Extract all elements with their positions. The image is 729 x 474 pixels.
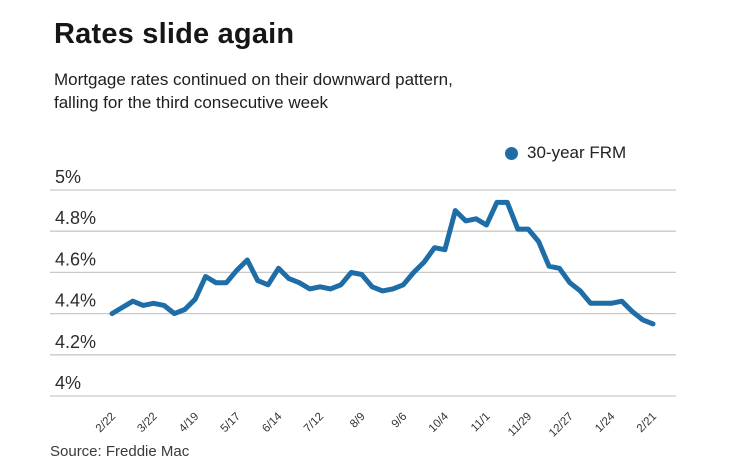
- chart-subtitle: Mortgage rates continued on their downwa…: [54, 68, 453, 114]
- x-tick-label: 8/9: [348, 411, 368, 431]
- x-tick-label: 12/27: [547, 411, 576, 440]
- legend-label: 30-year FRM: [527, 143, 627, 162]
- x-tick-label: 11/1: [469, 411, 493, 435]
- y-tick-label: 4.8%: [55, 208, 96, 228]
- y-tick-label: 4.2%: [55, 332, 96, 352]
- legend: 30-year FRM: [505, 143, 626, 163]
- source-attribution: Source: Freddie Mac: [50, 443, 190, 460]
- x-tick-label: 6/14: [260, 410, 285, 435]
- y-tick-label: 4.6%: [55, 249, 96, 269]
- x-tick-label: 10/4: [427, 410, 452, 435]
- x-tick-label: 1/24: [593, 410, 618, 435]
- series-dot-icon: [505, 146, 518, 160]
- x-tick-label: 7/12: [302, 411, 326, 435]
- x-tick-label: 3/22: [135, 411, 159, 435]
- x-tick-label: 11/29: [506, 411, 534, 439]
- y-tick-label: 5%: [55, 167, 81, 187]
- y-tick-label: 4.4%: [55, 291, 96, 311]
- x-tick-label: 5/17: [219, 411, 243, 435]
- x-tick-label: 9/6: [390, 411, 410, 431]
- x-tick-label: 4/19: [177, 411, 201, 435]
- x-tick-label: 2/22: [94, 411, 118, 435]
- y-tick-label: 4%: [55, 373, 81, 393]
- page-title: Rates slide again: [54, 18, 295, 50]
- x-tick-label: 2/21: [635, 411, 659, 435]
- subtitle-line-2: falling for the third consecutive week: [54, 93, 329, 112]
- frm-rate-line: [109, 199, 656, 327]
- subtitle-line-1: Mortgage rates continued on their downwa…: [54, 70, 453, 89]
